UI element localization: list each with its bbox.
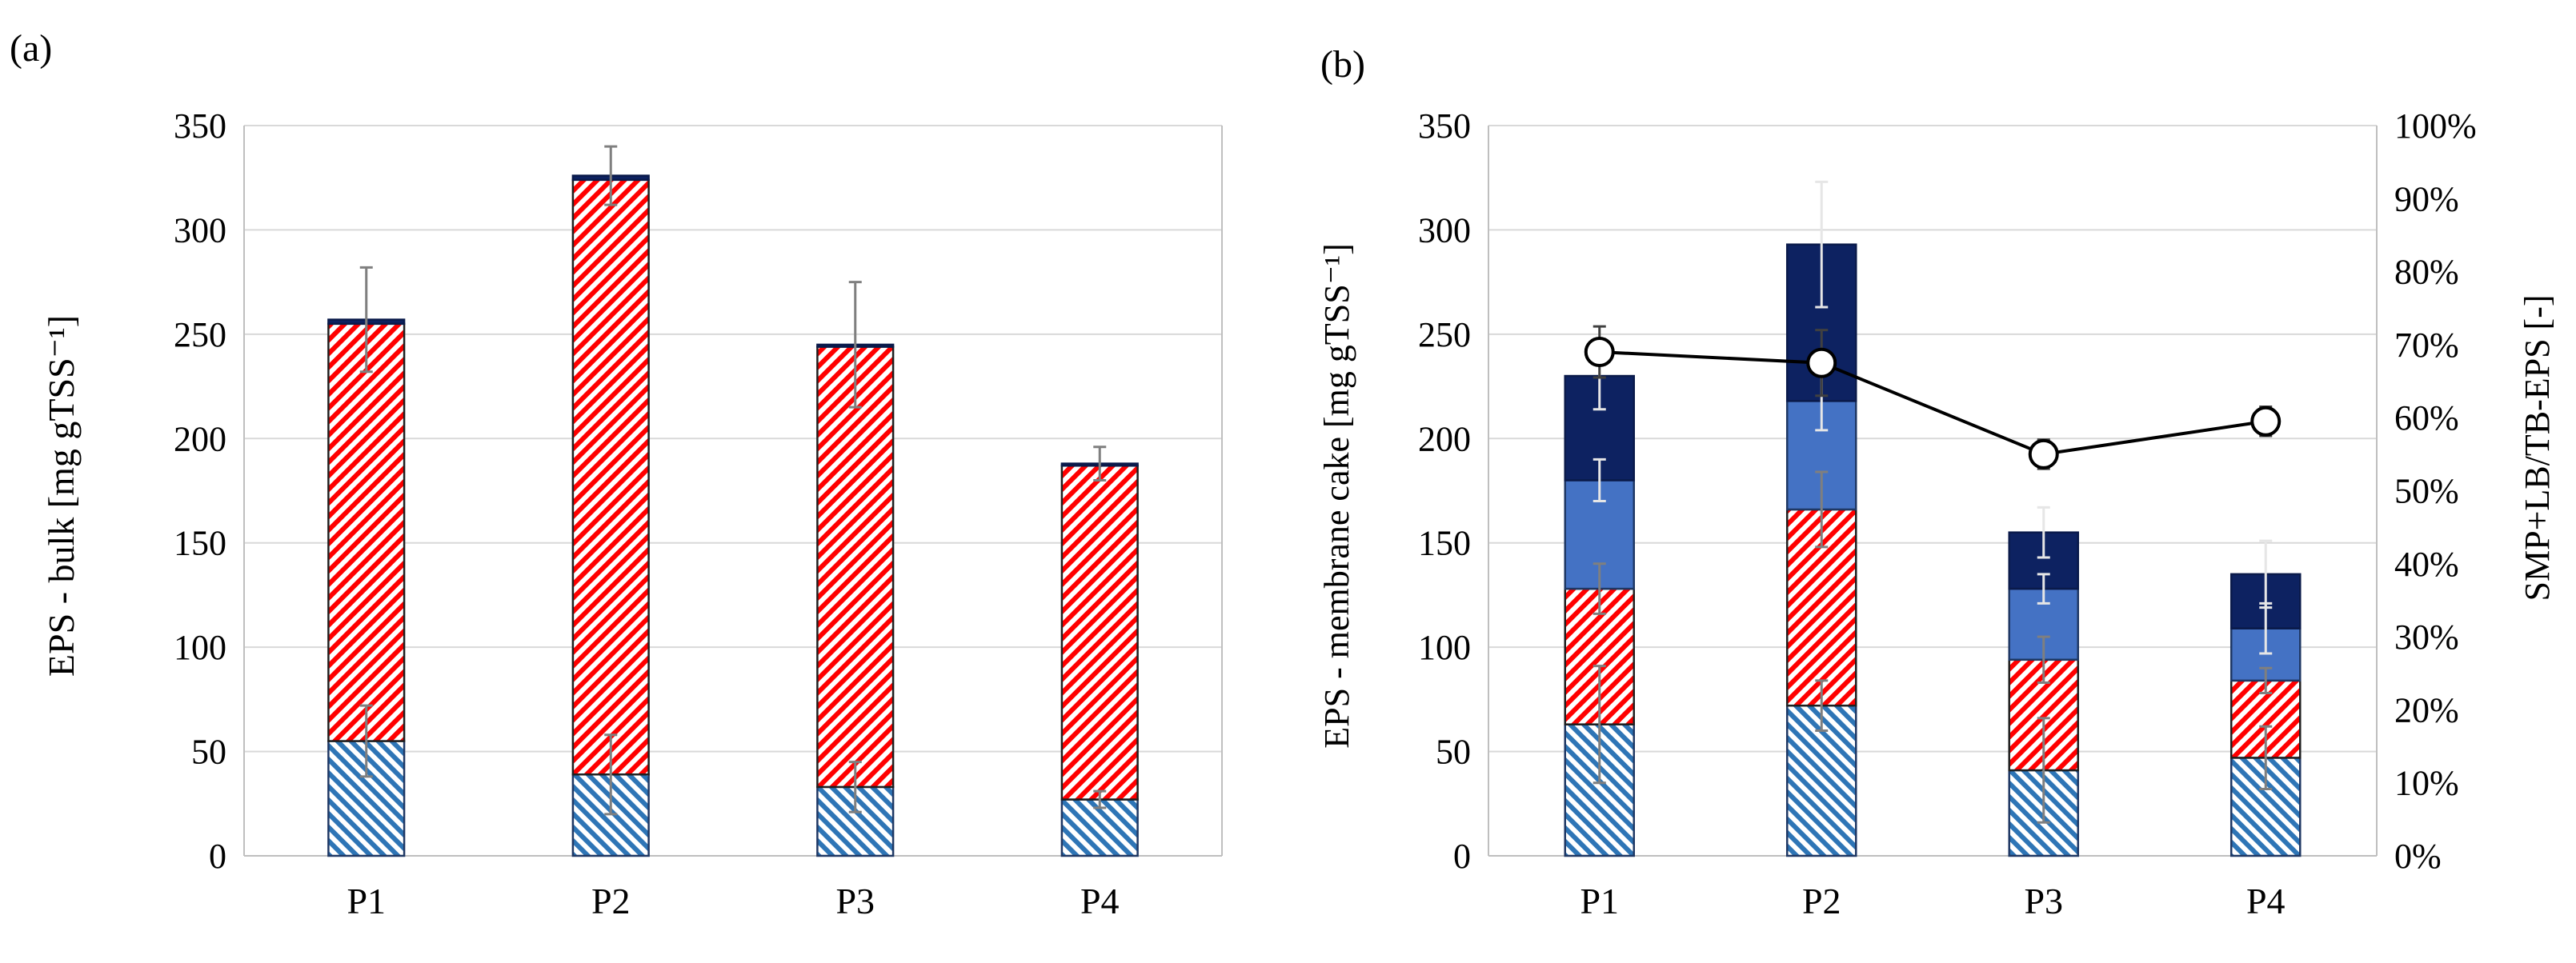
x-tick-label: P4 <box>2246 881 2286 921</box>
y-tick-label: 250 <box>174 315 226 354</box>
panel-b: (b) EPS - membrane cake [mg gTSS⁻¹] SMP+… <box>1317 43 2557 921</box>
y-tick-label: 300 <box>174 210 226 250</box>
y-axis-title-b: EPS - membrane cake [mg gTSS⁻¹] <box>1317 243 1356 749</box>
x-tick-label: P2 <box>591 881 631 921</box>
y-tick-label: 100 <box>174 628 226 667</box>
y-tick-label: 150 <box>1418 524 1471 563</box>
line-point <box>1806 347 1837 378</box>
line-point <box>2250 406 2282 437</box>
bar-segment <box>327 322 406 742</box>
y-tick-label: 100 <box>1418 628 1471 667</box>
x-tick-label: P1 <box>1580 881 1619 921</box>
x-tick-label: P1 <box>347 881 386 921</box>
y2-axis-title-b: SMP+LB/TB-EPS [-] <box>2518 295 2557 601</box>
y-tick-label: 250 <box>1418 315 1471 354</box>
y2-tick-label: 70% <box>2394 326 2459 365</box>
y2-tick-label: 60% <box>2394 398 2459 438</box>
line-series <box>1599 350 2266 456</box>
bar-segment <box>571 178 650 776</box>
y-tick-label: 350 <box>174 106 226 146</box>
y-tick-label: 300 <box>1418 210 1471 250</box>
y2-tick-label: 0% <box>2394 837 2442 876</box>
y-tick-label: 150 <box>174 524 226 563</box>
y2-tick-label: 50% <box>2394 472 2459 511</box>
panel-a: (a) EPS - bulk [mg gTSS⁻¹] 0 50 100 150 200 2… <box>10 27 1223 921</box>
y-tick-label: 350 <box>1418 106 1471 146</box>
y-tick-label: 0 <box>1453 837 1471 876</box>
line-point <box>1584 337 1615 368</box>
x-tick-label: P2 <box>1802 881 1841 921</box>
panel-label-a: (a) <box>10 27 52 70</box>
y2-tick-label: 80% <box>2394 253 2459 292</box>
y2-tick-label: 90% <box>2394 179 2459 218</box>
y-tick-label: 200 <box>1418 419 1471 458</box>
x-tick-label: P3 <box>835 881 875 921</box>
y-tick-label: 50 <box>1436 733 1471 772</box>
y2-tick-label: 30% <box>2394 617 2459 657</box>
panel-label-b: (b) <box>1320 43 1365 86</box>
y2-tick-label: 10% <box>2394 764 2459 803</box>
bar-segment <box>1060 464 1139 801</box>
y2-tick-label: 40% <box>2394 545 2459 584</box>
x-tick-label: P3 <box>2024 881 2063 921</box>
line-point <box>2028 438 2059 470</box>
y-tick-label: 200 <box>174 419 226 458</box>
y2-tick-label: 20% <box>2394 690 2459 729</box>
y-axis-title-a: EPS - bulk [mg gTSS⁻¹] <box>41 315 82 677</box>
bar-segment <box>816 346 895 789</box>
y2-tick-label: 100% <box>2394 106 2477 146</box>
y-tick-label: 0 <box>209 837 226 876</box>
x-tick-label: P4 <box>1080 881 1120 921</box>
y-tick-label: 50 <box>191 733 226 772</box>
